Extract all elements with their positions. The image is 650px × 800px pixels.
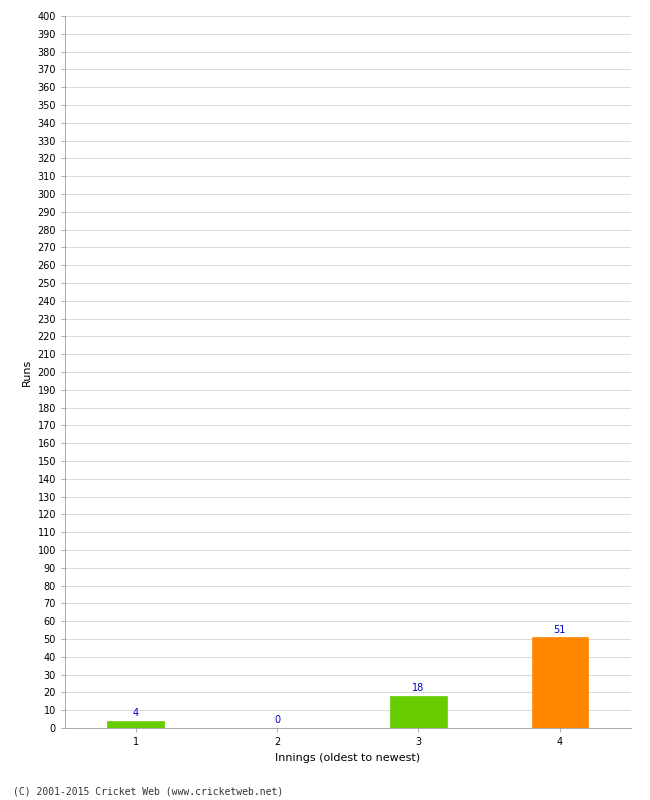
Bar (107, 721, 164, 728)
Text: 51: 51 (554, 625, 566, 634)
Text: 18: 18 (412, 683, 424, 694)
Y-axis label: Runs: Runs (22, 358, 32, 386)
Text: 4: 4 (133, 708, 138, 718)
Bar (532, 638, 588, 728)
Text: 0: 0 (274, 715, 280, 726)
Text: (C) 2001-2015 Cricket Web (www.cricketweb.net): (C) 2001-2015 Cricket Web (www.cricketwe… (13, 786, 283, 796)
Bar (390, 696, 447, 728)
X-axis label: Innings (oldest to newest): Innings (oldest to newest) (275, 753, 421, 762)
